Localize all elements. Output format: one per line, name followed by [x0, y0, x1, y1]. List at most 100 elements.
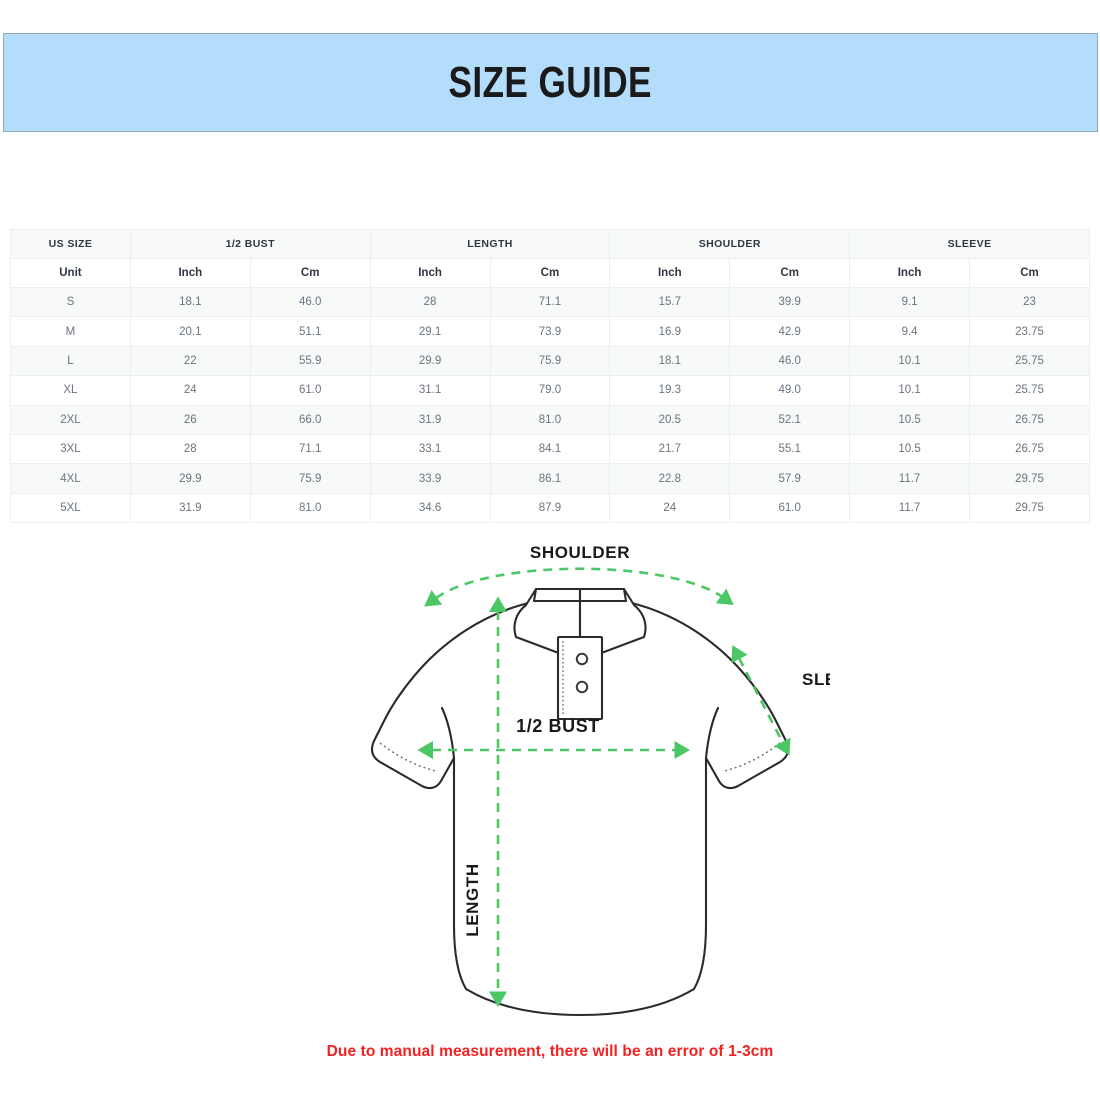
cell-measurement: 71.1	[249, 433, 371, 465]
cell-measurement: 23.75	[969, 316, 1090, 347]
cell-measurement: 25.75	[969, 345, 1090, 377]
size-chart-container: US SIZE 1/2 BUST LENGTH SHOULDER SLEEVE …	[10, 229, 1090, 524]
cell-size-label: XL	[10, 375, 131, 406]
cell-measurement: 29.75	[969, 492, 1090, 524]
cell-size-label: 3XL	[10, 433, 131, 465]
cell-size-label: L	[10, 345, 131, 377]
cell-measurement: 55.1	[729, 433, 851, 465]
cell-measurement: 61.0	[729, 492, 851, 524]
cell-measurement: 31.1	[369, 375, 491, 406]
unit-header-1: Inch	[129, 258, 251, 288]
unit-header-8: Cm	[969, 258, 1090, 288]
cell-measurement: 61.0	[249, 375, 371, 406]
shoulder-measure-arrow	[424, 567, 734, 607]
group-header-row: US SIZE 1/2 BUST LENGTH SHOULDER SLEEVE	[10, 229, 1090, 259]
cell-measurement: 84.1	[489, 433, 611, 465]
unit-header-4: Cm	[489, 258, 611, 288]
table-row: 3XL 28 71.1 33.1 84.1 21.7 55.1 10.5 26.75	[10, 433, 1090, 465]
cell-measurement: 57.9	[729, 463, 851, 494]
size-guide-banner: SIZE GUIDE	[3, 33, 1098, 132]
cell-measurement: 73.9	[489, 316, 611, 347]
cell-measurement: 10.5	[849, 404, 970, 435]
cell-measurement: 46.0	[249, 286, 371, 318]
table-row: L 22 55.9 29.9 75.9 18.1 46.0 10.1 25.75	[10, 345, 1090, 377]
unit-header-6: Cm	[729, 258, 851, 288]
cell-measurement: 79.0	[489, 375, 611, 406]
cell-measurement: 22	[129, 345, 251, 377]
length-label: LENGTH	[463, 863, 482, 936]
cell-measurement: 26.75	[969, 404, 1090, 435]
cell-measurement: 26	[129, 404, 251, 435]
table-row: M 20.1 51.1 29.1 73.9 16.9 42.9 9.4 23.75	[10, 316, 1090, 347]
cell-measurement: 81.0	[489, 404, 611, 435]
cell-measurement: 24	[129, 375, 251, 406]
table-body: S 18.1 46.0 28 71.1 15.7 39.9 9.1 23 M 20.1 51.1 29.…	[10, 286, 1090, 524]
cell-measurement: 49.0	[729, 375, 851, 406]
cell-measurement: 20.5	[609, 404, 731, 435]
cell-measurement: 86.1	[489, 463, 611, 494]
cell-size-label: 4XL	[10, 463, 131, 494]
cell-measurement: 28	[129, 433, 251, 465]
cell-measurement: 34.6	[369, 492, 491, 524]
cell-size-label: M	[10, 316, 131, 347]
cell-measurement: 46.0	[729, 345, 851, 377]
cell-measurement: 24	[609, 492, 731, 524]
cell-measurement: 26.75	[969, 433, 1090, 465]
cell-measurement: 55.9	[249, 345, 371, 377]
cell-measurement: 31.9	[129, 492, 251, 524]
cell-measurement: 42.9	[729, 316, 851, 347]
cell-measurement: 10.5	[849, 433, 970, 465]
cell-measurement: 81.0	[249, 492, 371, 524]
cell-measurement: 18.1	[609, 345, 731, 377]
table-row: 2XL 26 66.0 31.9 81.0 20.5 52.1 10.5 26.75	[10, 404, 1090, 435]
cell-measurement: 23	[969, 286, 1090, 318]
cell-measurement: 87.9	[489, 492, 611, 524]
cell-measurement: 11.7	[849, 492, 970, 524]
measurement-disclaimer: Due to manual measurement, there will be…	[326, 1043, 774, 1060]
sleeve-label: SLEEVE	[802, 670, 830, 689]
cell-measurement: 29.1	[369, 316, 491, 347]
cell-measurement: 9.1	[849, 286, 970, 318]
table-head: US SIZE 1/2 BUST LENGTH SHOULDER SLEEVE …	[10, 229, 1090, 288]
page-title: SIZE GUIDE	[448, 57, 653, 107]
button-lower-icon	[575, 680, 589, 694]
table-row: S 18.1 46.0 28 71.1 15.7 39.9 9.1 23	[10, 286, 1090, 318]
cell-measurement: 75.9	[249, 463, 371, 494]
cell-measurement: 75.9	[489, 345, 611, 377]
cell-measurement: 19.3	[609, 375, 731, 406]
cell-measurement: 22.8	[609, 463, 731, 494]
cell-measurement: 28	[369, 286, 491, 318]
cell-measurement: 33.9	[369, 463, 491, 494]
cell-measurement: 71.1	[489, 286, 611, 318]
cell-measurement: 20.1	[129, 316, 251, 347]
cell-measurement: 29.9	[369, 345, 491, 377]
cell-measurement: 10.1	[849, 375, 970, 406]
size-chart-table: US SIZE 1/2 BUST LENGTH SHOULDER SLEEVE …	[10, 229, 1090, 524]
table-row: 5XL 31.9 81.0 34.6 87.9 24 61.0 11.7 29.75	[10, 492, 1090, 524]
shoulder-label: SHOULDER	[530, 545, 630, 562]
unit-header-row: Unit Inch Cm Inch Cm Inch Cm Inch Cm	[10, 258, 1090, 288]
cell-size-label: 5XL	[10, 492, 131, 524]
cell-measurement: 18.1	[129, 286, 251, 318]
cell-measurement: 10.1	[849, 345, 970, 377]
unit-header-2: Cm	[249, 258, 371, 288]
cell-measurement: 33.1	[369, 433, 491, 465]
group-header-us-size: US SIZE	[10, 229, 131, 259]
group-header-shoulder: SHOULDER	[609, 229, 851, 259]
cell-measurement: 29.9	[129, 463, 251, 494]
group-header-length: LENGTH	[369, 229, 611, 259]
table-row: 4XL 29.9 75.9 33.9 86.1 22.8 57.9 11.7 29.75	[10, 463, 1090, 494]
cell-measurement: 21.7	[609, 433, 731, 465]
cell-measurement: 25.75	[969, 375, 1090, 406]
group-header-sleeve: SLEEVE	[849, 229, 1090, 259]
unit-header-3: Inch	[369, 258, 491, 288]
polo-shirt-measurement-diagram: SHOULDER SLEEVE 1/2 BUST LENGTH	[330, 545, 830, 1025]
cell-measurement: 39.9	[729, 286, 851, 318]
cell-size-label: 2XL	[10, 404, 131, 435]
cell-measurement: 51.1	[249, 316, 371, 347]
cell-measurement: 16.9	[609, 316, 731, 347]
cell-measurement: 31.9	[369, 404, 491, 435]
cell-measurement: 15.7	[609, 286, 731, 318]
button-upper-icon	[575, 652, 589, 666]
unit-header-0: Unit	[10, 258, 131, 288]
